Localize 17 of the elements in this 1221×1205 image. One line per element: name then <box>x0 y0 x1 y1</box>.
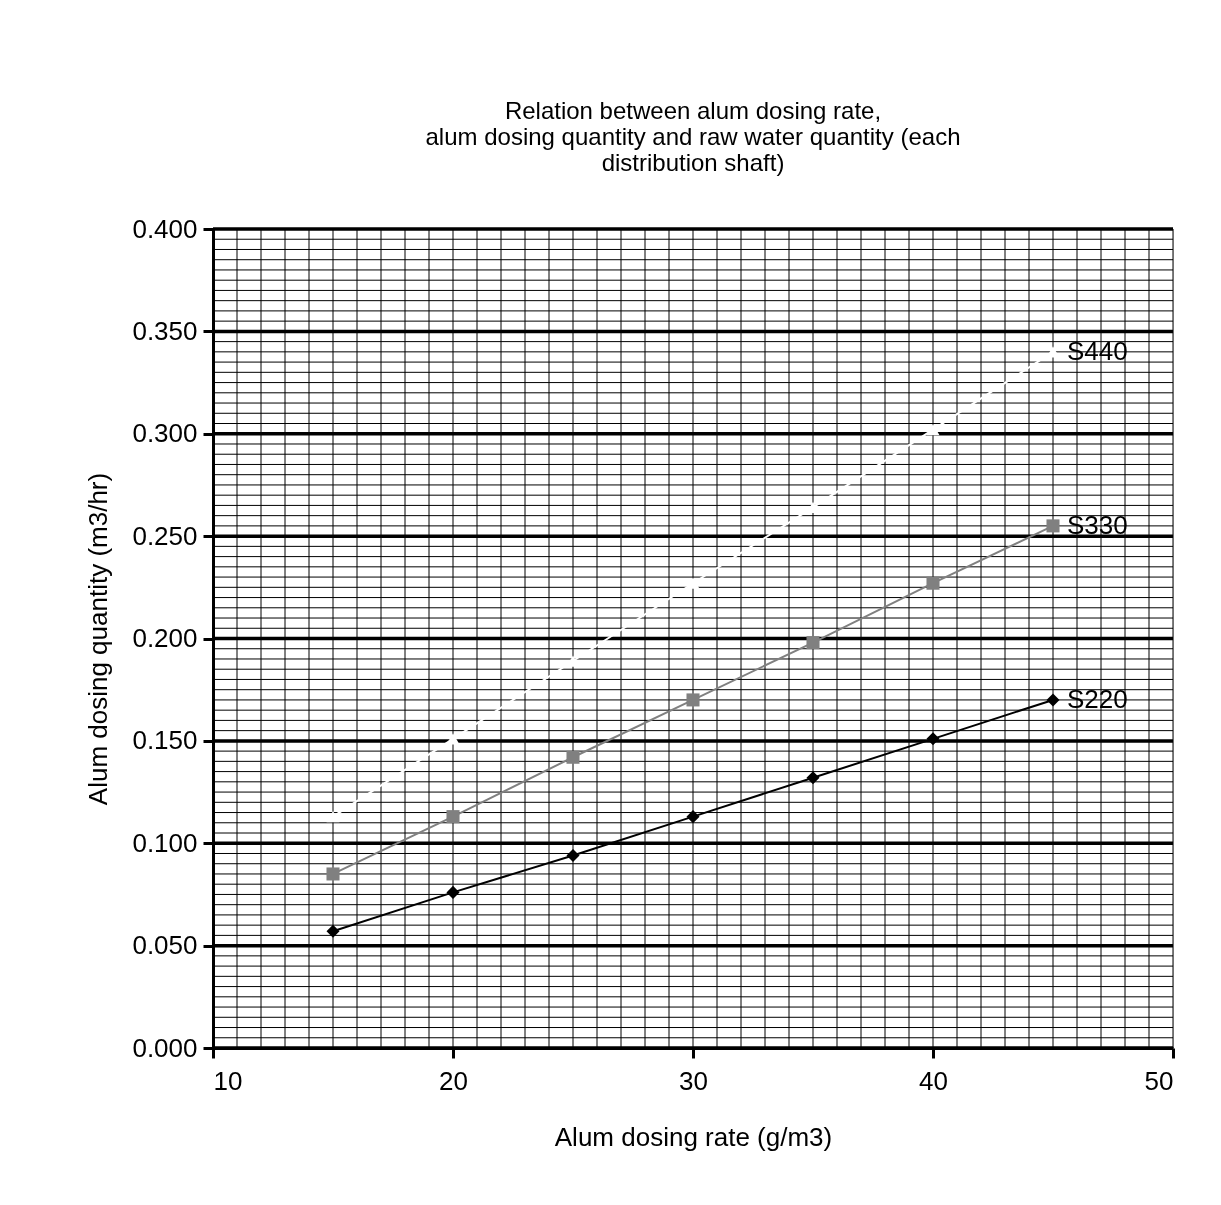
y-axis-title: Alum dosing quantity (m3/hr) <box>83 472 114 806</box>
y-tick-label: 0.400 <box>132 213 198 244</box>
y-tick-label: 0.050 <box>132 930 198 961</box>
y-tick-label: 0.000 <box>132 1032 198 1063</box>
x-tick-label: 20 <box>439 1065 468 1096</box>
y-tick-label: 0.250 <box>132 520 198 551</box>
y-tick-label: 0.150 <box>132 725 198 756</box>
x-tick-label: 30 <box>679 1065 708 1096</box>
y-tick-label: 0.100 <box>132 827 198 858</box>
x-tick-label: 10 <box>213 1065 243 1096</box>
chart-title: Relation between alum dosing rate, alum dosing quantity and raw water quantity (each distribution shaft) <box>425 97 961 176</box>
y-tick-label: 0.200 <box>132 623 198 653</box>
y-tick-label: 0.350 <box>132 315 198 346</box>
x-tick-label: 40 <box>919 1065 948 1096</box>
x-axis-title: Alum dosing rate (g/m3) <box>554 1121 833 1152</box>
y-tick-label: 0.300 <box>132 418 198 449</box>
x-tick-label: 50 <box>1144 1065 1174 1096</box>
